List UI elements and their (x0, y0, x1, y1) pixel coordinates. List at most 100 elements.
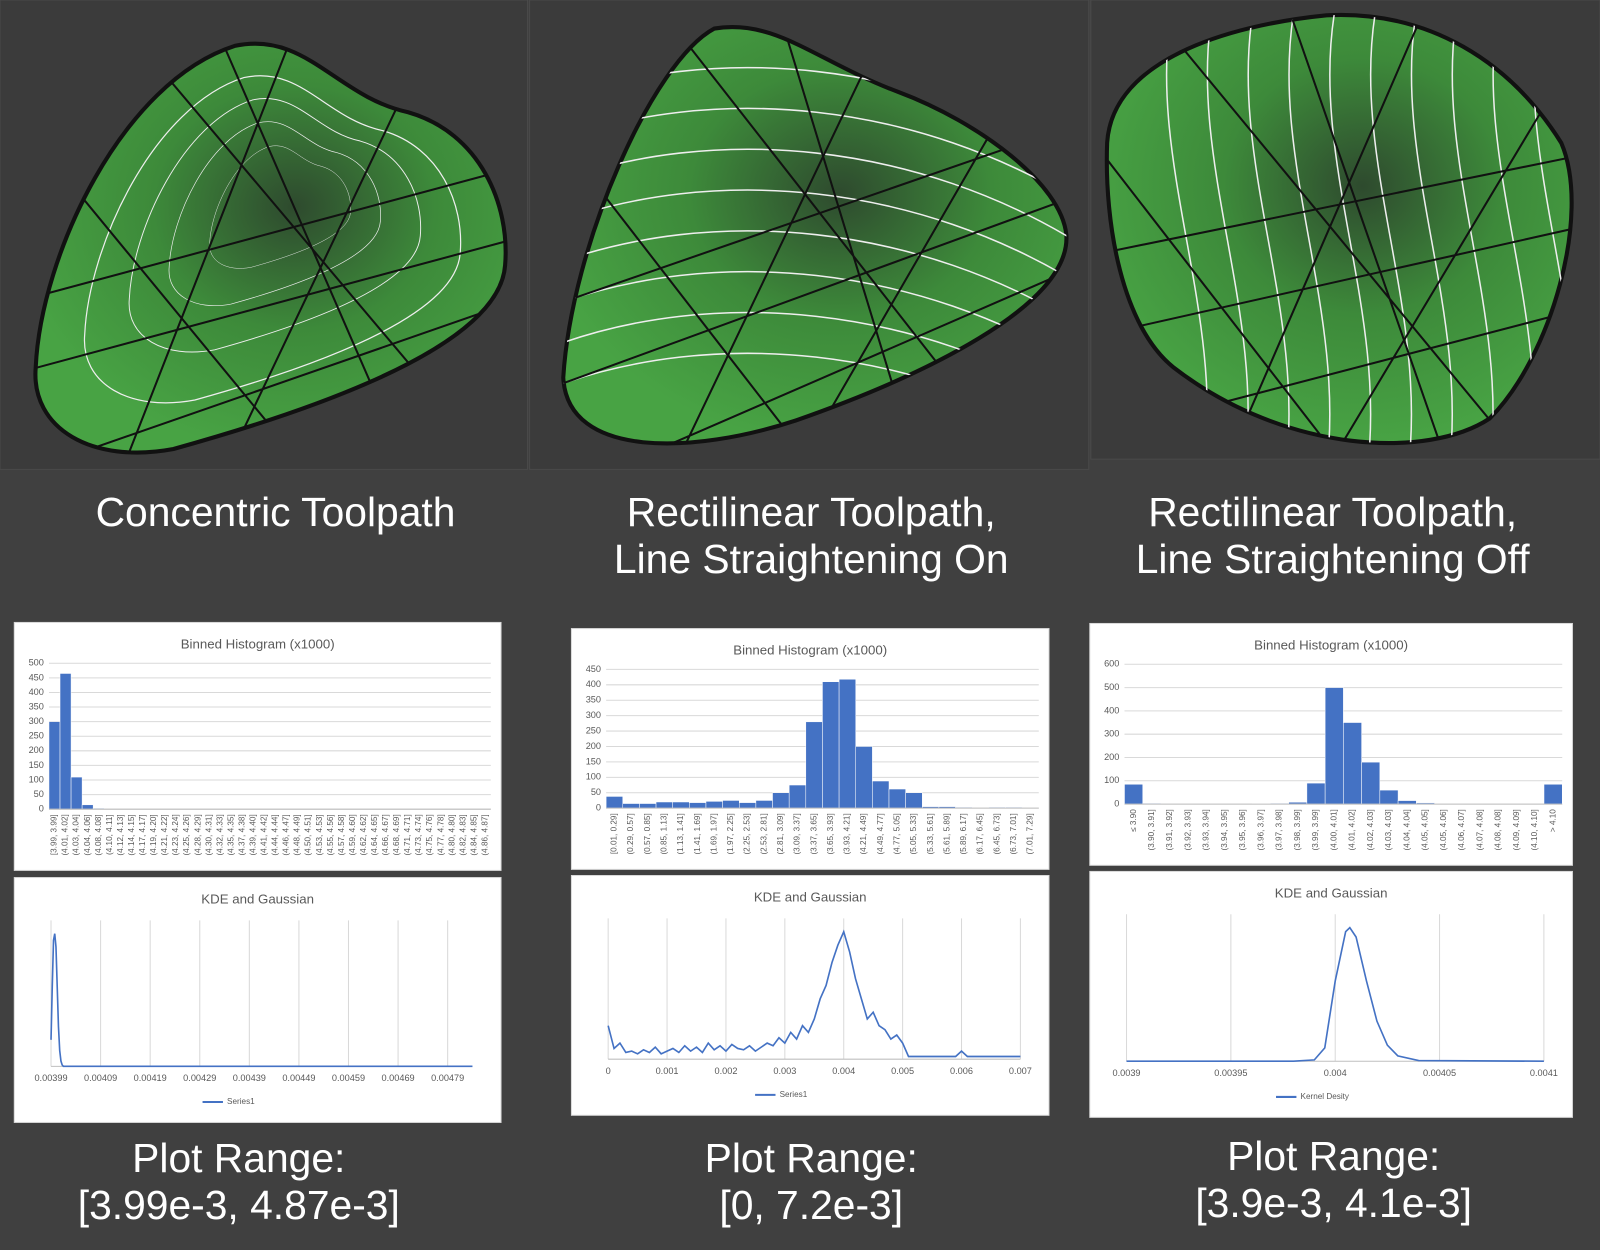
x-tick-label: (4.77, 5.05] (892, 813, 901, 854)
x-tick-label: (3.65, 3.93] (826, 813, 835, 854)
x-tick-label: > 4.10 (1548, 809, 1557, 832)
x-tick-label: (4.21, 4.49] (859, 813, 868, 854)
rectilinear-off-render (1104, 12, 1574, 446)
x-tick-label: (1.69, 1.97] (709, 813, 718, 854)
x-tick-label: (4.66, 4.67] (381, 814, 390, 855)
x-tick-label: (4.39, 4.40] (248, 814, 257, 855)
x-tick-label: (5.05, 5.33] (909, 813, 918, 854)
y-tick-label: 300 (29, 716, 44, 726)
legend-label: Series1 (780, 1090, 808, 1099)
x-tick-label: 0.004 (832, 1066, 855, 1076)
rectilinear-on-render (561, 25, 1069, 446)
x-tick-label: (4.53, 4.53] (315, 814, 324, 855)
x-tick-label: (3.09, 3.37] (793, 813, 802, 854)
x-tick-label: (4.62, 4.62] (359, 814, 368, 855)
x-tick-label: (4.41, 4.42] (260, 814, 269, 855)
x-tick-label: (3.37, 3.65] (809, 813, 818, 854)
x-tick-label: (4.21, 4.22] (160, 814, 169, 855)
x-tick-label: (4.35, 4.35] (226, 814, 235, 855)
y-tick-label: 400 (29, 687, 44, 697)
bar (622, 803, 640, 809)
legend-label: Series1 (227, 1097, 255, 1106)
x-tick-label: (2.25, 2.53] (743, 813, 752, 854)
x-tick-label: 0.006 (950, 1066, 973, 1076)
y-tick-label: 300 (1104, 729, 1119, 739)
x-tick-label: 0.00439 (233, 1073, 266, 1083)
x-tick-label: (4.84, 4.85] (469, 814, 478, 855)
y-tick-label: 100 (586, 772, 601, 782)
x-tick-label: (5.61, 5.89] (942, 813, 951, 854)
x-tick-label: 0.00399 (34, 1073, 67, 1083)
bar (755, 800, 773, 809)
bar (722, 800, 740, 809)
x-tick-label: (6.73, 7.01] (1009, 813, 1018, 854)
x-tick-label: ≤ 3.90 (1129, 809, 1138, 832)
x-tick-label: (3.96, 3.97] (1256, 809, 1265, 850)
x-tick-label: (6.45, 6.73] (992, 813, 1001, 854)
y-tick-label: 0 (596, 803, 601, 813)
x-tick-label: (4.01, 4.02] (61, 814, 70, 855)
legend-label: Kernel Desity (1301, 1092, 1350, 1101)
x-tick-label: (4.08, 4.08] (1494, 809, 1503, 850)
y-tick-label: 400 (586, 679, 601, 689)
x-tick-label: (4.59, 4.60] (348, 814, 357, 855)
x-tick-label: (4.04, 4.06] (83, 814, 92, 855)
x-tick-label: (3.97, 3.98] (1275, 809, 1284, 850)
bar (689, 802, 707, 809)
y-tick-label: 450 (586, 664, 601, 674)
x-tick-label: (3.95, 3.96] (1238, 809, 1247, 850)
caption: Rectilinear Toolpath, (1148, 489, 1517, 535)
x-tick-label: (4.86, 4.87] (480, 814, 489, 855)
x-tick-label: 0.004 (1324, 1068, 1347, 1078)
x-tick-label: 0.00479 (431, 1073, 464, 1083)
x-tick-label: (4.30, 4.31] (204, 814, 213, 855)
y-tick-label: 400 (1104, 705, 1119, 715)
x-tick-label: (4.75, 4.76] (425, 814, 434, 855)
bar (1361, 761, 1381, 805)
y-tick-label: 100 (1104, 775, 1119, 785)
y-tick-label: 200 (586, 741, 601, 751)
x-tick-label: (4.09, 4.09] (1512, 809, 1521, 850)
kde-line (1126, 926, 1544, 1063)
plot-range: [0, 7.2e-3] (719, 1182, 903, 1228)
x-tick-label: 0 (606, 1066, 611, 1076)
x-tick-label: 0.00405 (1423, 1068, 1456, 1078)
y-tick-label: 150 (586, 756, 601, 766)
x-tick-label: 0.0039 (1112, 1068, 1140, 1078)
x-tick-label: (4.49, 4.77] (876, 813, 885, 854)
x-tick-label: (3.93, 4.21] (843, 813, 852, 854)
x-tick-label: (4.14, 4.15] (127, 814, 136, 855)
x-tick-label: 0.001 (656, 1066, 679, 1076)
x-tick-label: 0.00429 (183, 1073, 216, 1083)
x-tick-label: 0.00469 (382, 1073, 415, 1083)
bar (772, 792, 790, 809)
x-tick-label: (4.03, 4.04] (72, 814, 81, 855)
x-tick-label: (7.01, 7.29] (1026, 813, 1035, 854)
bar (738, 802, 757, 809)
x-tick-label: (4.28, 4.29] (193, 814, 202, 855)
x-tick-label: 0.00395 (1214, 1068, 1247, 1078)
bar (81, 804, 94, 810)
x-tick-label: (4.46, 4.47] (282, 814, 291, 855)
bar (70, 776, 83, 810)
x-tick-label: (2.53, 2.81] (759, 813, 768, 854)
bar (48, 721, 61, 810)
bar (838, 679, 856, 809)
x-tick-label: (3.99, 3.99] (1311, 809, 1320, 850)
x-tick-label: (4.06, 4.07] (1457, 809, 1466, 850)
chart-frame (13, 877, 502, 1123)
y-tick-label: 100 (29, 774, 44, 784)
x-tick-label: (0.57, 0.85] (643, 813, 652, 854)
x-tick-label: 0.002 (714, 1066, 737, 1076)
bar (1343, 722, 1362, 805)
bar (605, 796, 624, 809)
x-tick-label: (4.48, 4.49] (293, 814, 302, 855)
y-tick-label: 50 (591, 787, 601, 797)
x-tick-label: (3.91, 3.92] (1165, 809, 1174, 850)
kde-line (50, 933, 473, 1068)
bar (855, 746, 873, 809)
y-tick-label: 200 (1104, 752, 1119, 762)
y-tick-label: 50 (34, 789, 44, 799)
x-tick-label: (4.77, 4.78] (436, 814, 445, 855)
x-tick-label: [0.01, 0.29] (610, 813, 619, 854)
